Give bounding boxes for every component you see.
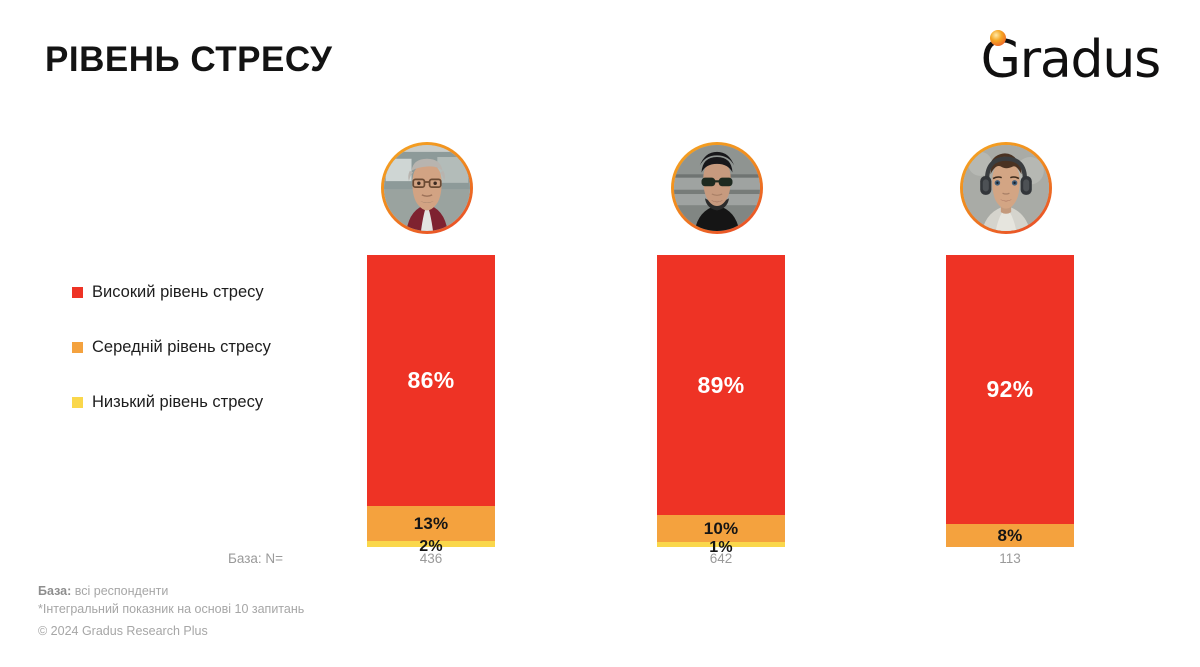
gradus-logo: Gradus	[981, 30, 1161, 88]
bar-segment-high[interactable]: 92%	[946, 255, 1074, 524]
stacked-bar[interactable]: 92% 8%	[946, 255, 1074, 547]
bar-value-mid: 8%	[997, 525, 1023, 545]
stacked-bar[interactable]: 89% 10% 1%	[657, 255, 785, 556]
avatar-older-man-glasses-icon	[384, 145, 470, 231]
gradus-dot-icon	[989, 30, 1006, 46]
logo-wordmark: Gradus	[981, 30, 1161, 86]
footer-copyright: © 2024 Gradus Research Plus	[38, 624, 208, 638]
bar-segment-high[interactable]: 86%	[367, 255, 495, 506]
avatar	[671, 142, 763, 234]
base-value: 642	[709, 551, 733, 566]
bar-value-high: 89%	[697, 371, 745, 398]
bar-segment-mid[interactable]: 8%	[946, 524, 1074, 547]
bar-value-mid: 13%	[413, 513, 449, 533]
bar-segment-mid[interactable]: 10%	[657, 515, 785, 542]
avatar	[960, 142, 1052, 234]
footer-base-text: всі респонденти	[74, 584, 169, 598]
legend-label-high: Високий рівень стресу	[92, 283, 264, 301]
footer-notes: База: всі респонденти *Інтегральний пока…	[38, 582, 304, 618]
stacked-bar[interactable]: 86% 13% 2%	[367, 255, 495, 555]
bar-segment-low[interactable]: 1%	[657, 539, 785, 556]
footer-base-line: База: всі респонденти	[38, 582, 304, 600]
legend-swatch-low-icon	[72, 397, 83, 408]
bar-value-high: 86%	[407, 367, 455, 393]
bar-value-high: 92%	[986, 376, 1034, 402]
base-row-label: База: N=	[228, 551, 284, 566]
legend-swatch-mid-icon	[72, 342, 83, 353]
page-title: РІВЕНЬ СТРЕСУ	[45, 40, 333, 79]
bar-segment-low[interactable]: 2%	[367, 538, 495, 555]
legend-label-low: Низький рівень стресу	[92, 393, 264, 411]
avatar-woman-sunglasses-icon	[674, 145, 760, 231]
base-value: 113	[999, 551, 1021, 566]
logo-text: Gradus	[980, 30, 1162, 90]
legend-item-mid[interactable]: Середній рівень стресу	[72, 320, 322, 375]
legend-label-mid: Середній рівень стресу	[92, 338, 271, 356]
footer-base-prefix: База:	[38, 584, 72, 598]
bar-segment-high[interactable]: 89%	[657, 255, 785, 515]
bar-value-mid: 10%	[703, 518, 739, 538]
legend-item-low[interactable]: Низький рівень стресу	[72, 375, 322, 430]
legend-swatch-high-icon	[72, 287, 83, 298]
avatar-young-man-headphones-icon	[963, 145, 1049, 231]
avatar	[381, 142, 473, 234]
bar-value-low: 2%	[419, 538, 443, 555]
footer-note: *Інтегральний показник на основі 10 запи…	[38, 602, 305, 617]
legend-item-high[interactable]: Високий рівень стресу	[72, 265, 322, 320]
base-value: 436	[419, 551, 443, 566]
bar-segment-mid[interactable]: 13%	[367, 506, 495, 541]
bar-value-low: 1%	[709, 539, 733, 556]
chart-legend: Високий рівень стресу Середній рівень ст…	[72, 265, 322, 430]
